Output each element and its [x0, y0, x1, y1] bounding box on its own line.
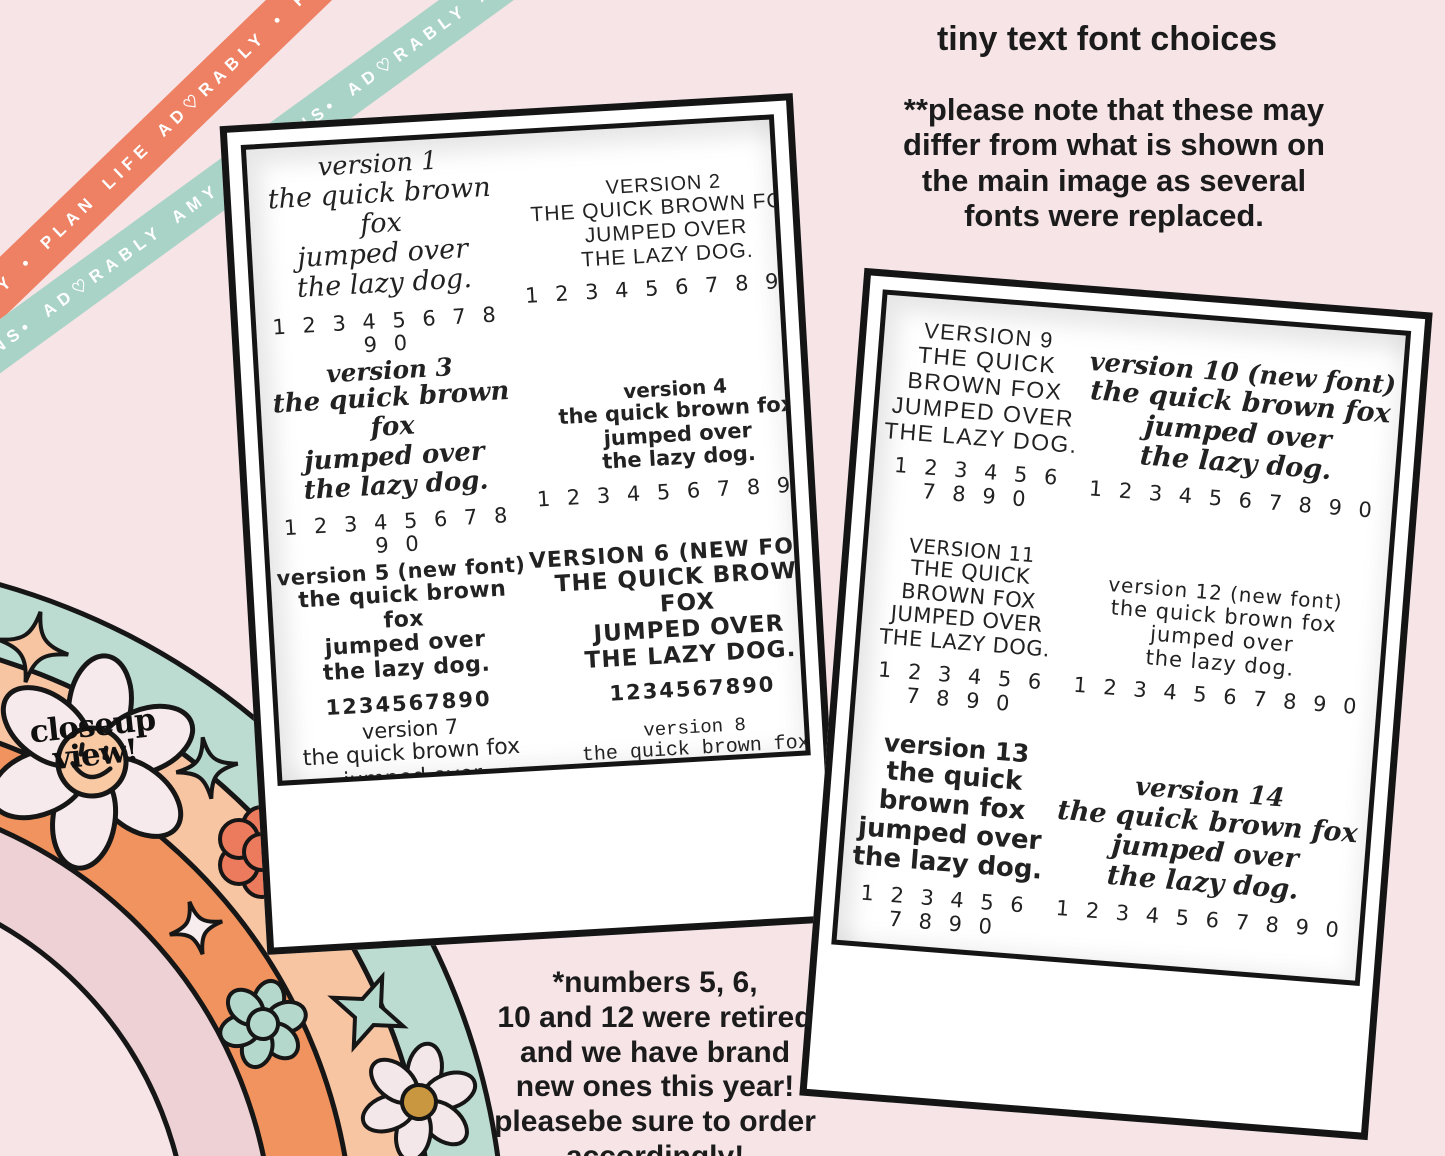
font-sample-version-3: version 3 the quick brown fox jumped ove… — [262, 349, 526, 564]
font-sample-version-1: version 1 the quick brown fox jumped ove… — [250, 143, 514, 364]
teal-flower-icon — [218, 978, 308, 1070]
numbers-sample: 1 2 3 4 5 6 7 8 9 0 — [524, 267, 811, 308]
white-daisy-icon — [360, 1041, 478, 1156]
font-sample-version-14: version 14 the quick brown fox jumped ov… — [1044, 767, 1366, 944]
font-sample-version-11: VERSION 11 THE QUICK BROWN FOX JUMPED OV… — [859, 531, 1073, 720]
font-sample-version-13: version 13 the quick brown fox jumped ov… — [842, 727, 1058, 943]
sparkle-icon — [169, 901, 223, 955]
font-replacement-note: **please note that these may differ from… — [903, 92, 1325, 233]
font-sample-version-5: version 5 (new font) the quick brown fox… — [274, 552, 536, 723]
font-sample-version-9: VERSION 9 THE QUICK BROWN FOX JUMPED OVE… — [875, 316, 1090, 516]
font-sample-version-2: VERSION 2 THE QUICK BROWN FOX JUMPED OVE… — [505, 165, 810, 309]
numbers-sample: 1234567890 — [608, 672, 777, 706]
font-sample-version-10: version 10 (new font) the quick brown fo… — [1077, 347, 1399, 524]
star-icon — [327, 971, 409, 1053]
retired-numbers-note: *numbers 5, 6, 10 and 12 were retired an… — [494, 966, 816, 1156]
numbers-sample: 1 2 3 4 5 6 7 8 9 0 — [859, 880, 1030, 940]
card-footer — [278, 755, 820, 933]
arc-inner-disc — [0, 922, 179, 1156]
font-sample-version-12: version 12 (new font) the quick brown fo… — [1061, 570, 1381, 720]
font-sample-version-6: VERSION 6 (NEW FONT) THE QUICK BROWN FOX… — [526, 531, 810, 711]
numbers-sample: 1 2 3 4 5 6 7 8 9 0 — [877, 657, 1048, 716]
numbers-sample: 1 2 3 4 5 6 7 8 9 0 — [893, 453, 1064, 512]
smiley-face-icon — [70, 742, 113, 780]
sparkle-icon — [175, 736, 239, 800]
sparkle-icon — [0, 611, 69, 683]
card-inner-frame: VERSION 9 THE QUICK BROWN FOX JUMPED OVE… — [831, 289, 1412, 986]
font-sample-card-2: VERSION 9 THE QUICK BROWN FOX JUMPED OVE… — [799, 267, 1433, 1141]
rainbow-arc-decoration — [0, 582, 500, 1156]
page-title: tiny text font choices — [936, 20, 1278, 58]
font-sample-version-4: version 4 the quick brown fox jumped ove… — [517, 368, 811, 512]
card-inner-frame: version 1 the quick brown fox jumped ove… — [240, 114, 811, 786]
font-sample-card-1: version 1 the quick brown fox jumped ove… — [219, 93, 841, 955]
daisy-smiley-flower-icon — [0, 653, 196, 871]
numbers-sample: 1 2 3 4 5 6 7 8 9 0 — [536, 470, 811, 512]
